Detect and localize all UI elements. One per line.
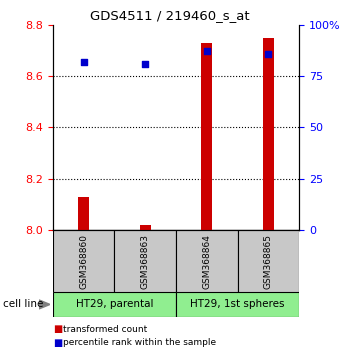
Text: GDS4511 / 219460_s_at: GDS4511 / 219460_s_at	[90, 9, 250, 22]
Text: percentile rank within the sample: percentile rank within the sample	[63, 338, 216, 347]
Text: GSM368860: GSM368860	[79, 234, 88, 289]
Text: GSM368863: GSM368863	[141, 234, 150, 289]
Bar	[140, 225, 151, 230]
Bar	[201, 43, 212, 230]
Point	[204, 48, 209, 54]
Bar	[53, 292, 176, 317]
Text: HT29, parental: HT29, parental	[75, 299, 153, 309]
Text: HT29, 1st spheres: HT29, 1st spheres	[190, 299, 285, 309]
Bar	[238, 230, 299, 292]
Bar	[53, 230, 114, 292]
Bar	[114, 230, 176, 292]
Point	[266, 51, 271, 56]
Polygon shape	[39, 300, 50, 309]
Bar	[176, 230, 238, 292]
Text: ■: ■	[53, 324, 62, 334]
Bar	[78, 197, 89, 230]
Text: GSM368865: GSM368865	[264, 234, 273, 289]
Bar	[176, 292, 299, 317]
Point	[81, 59, 86, 64]
Text: GSM368864: GSM368864	[202, 234, 211, 289]
Text: cell line: cell line	[3, 299, 44, 309]
Text: transformed count: transformed count	[63, 325, 147, 334]
Point	[142, 61, 148, 67]
Text: ■: ■	[53, 338, 62, 348]
Bar	[263, 38, 274, 230]
